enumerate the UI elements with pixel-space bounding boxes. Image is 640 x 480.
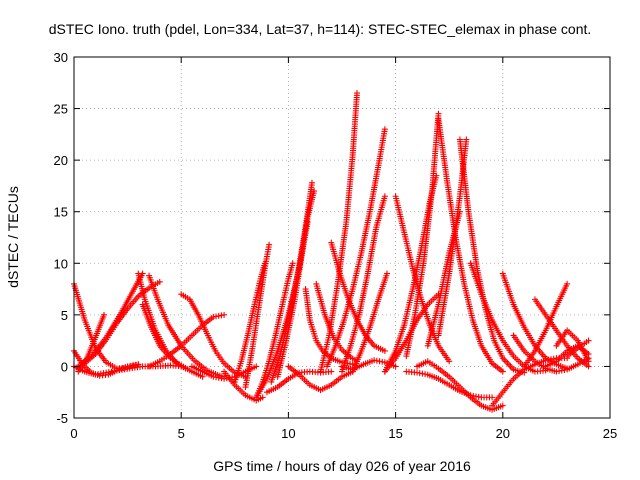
data-series — [146, 272, 228, 380]
x-axis-label: GPS time / hours of day 026 of year 2016 — [213, 458, 471, 474]
series-markers — [521, 280, 571, 370]
data-series — [178, 291, 249, 380]
data-series — [339, 193, 388, 375]
data-series — [564, 337, 592, 360]
y-tick-label: 5 — [61, 308, 68, 323]
data-marks — [71, 90, 592, 413]
data-series — [392, 193, 453, 365]
series-markers — [339, 193, 388, 375]
data-series — [317, 90, 361, 375]
x-tick-label: 25 — [603, 426, 617, 441]
data-series — [139, 301, 206, 380]
data-series — [221, 368, 266, 404]
series-markers — [403, 110, 442, 360]
y-tick-label: 15 — [54, 205, 68, 220]
y-tick-label: 25 — [54, 102, 68, 117]
series-markers — [146, 311, 228, 370]
series-markers — [231, 260, 268, 385]
x-tick-label: 10 — [281, 426, 295, 441]
data-series — [435, 136, 470, 339]
series-markers — [499, 270, 571, 372]
data-series — [274, 188, 318, 380]
y-axis-label: dSTEC / TECUs — [5, 186, 21, 288]
chart-title: dSTEC Iono. truth (pdel, Lon=334, Lat=37… — [49, 21, 592, 37]
data-series — [146, 311, 228, 370]
data-series — [403, 368, 496, 401]
series-markers — [274, 188, 318, 380]
y-tick-label: 30 — [54, 50, 68, 65]
y-tick-label: -5 — [56, 411, 68, 426]
series-markers — [467, 260, 549, 375]
data-series — [231, 260, 268, 385]
y-tick-label: 10 — [54, 256, 68, 271]
x-tick-label: 20 — [496, 426, 510, 441]
series-markers — [139, 301, 206, 380]
series-markers — [323, 126, 388, 370]
series-markers — [564, 337, 592, 360]
series-markers — [414, 358, 506, 413]
series-markers — [317, 90, 361, 375]
series-markers — [146, 272, 228, 380]
data-series — [510, 332, 592, 375]
series-markers — [221, 368, 266, 404]
series-markers — [392, 193, 453, 365]
data-series — [403, 110, 442, 360]
series-markers — [135, 270, 189, 372]
series-markers — [178, 291, 249, 380]
y-tick-label: 0 — [61, 359, 68, 374]
data-series — [489, 355, 571, 409]
x-tick-label: 15 — [388, 426, 402, 441]
data-series — [467, 260, 549, 375]
data-series — [135, 270, 189, 372]
data-series — [323, 126, 388, 370]
series-markers — [435, 136, 470, 339]
data-series — [285, 363, 356, 394]
x-tick-label: 5 — [178, 426, 185, 441]
series-markers — [403, 368, 496, 401]
data-series — [499, 270, 571, 372]
plot-frame — [73, 56, 611, 419]
series-markers — [285, 363, 356, 394]
data-series — [521, 280, 571, 370]
series-markers — [489, 355, 571, 409]
data-series — [414, 358, 506, 413]
series-markers — [510, 332, 592, 375]
y-tick-label: 20 — [54, 153, 68, 168]
series-markers — [242, 241, 273, 391]
data-series — [242, 241, 273, 391]
x-tick-label: 0 — [70, 426, 77, 441]
